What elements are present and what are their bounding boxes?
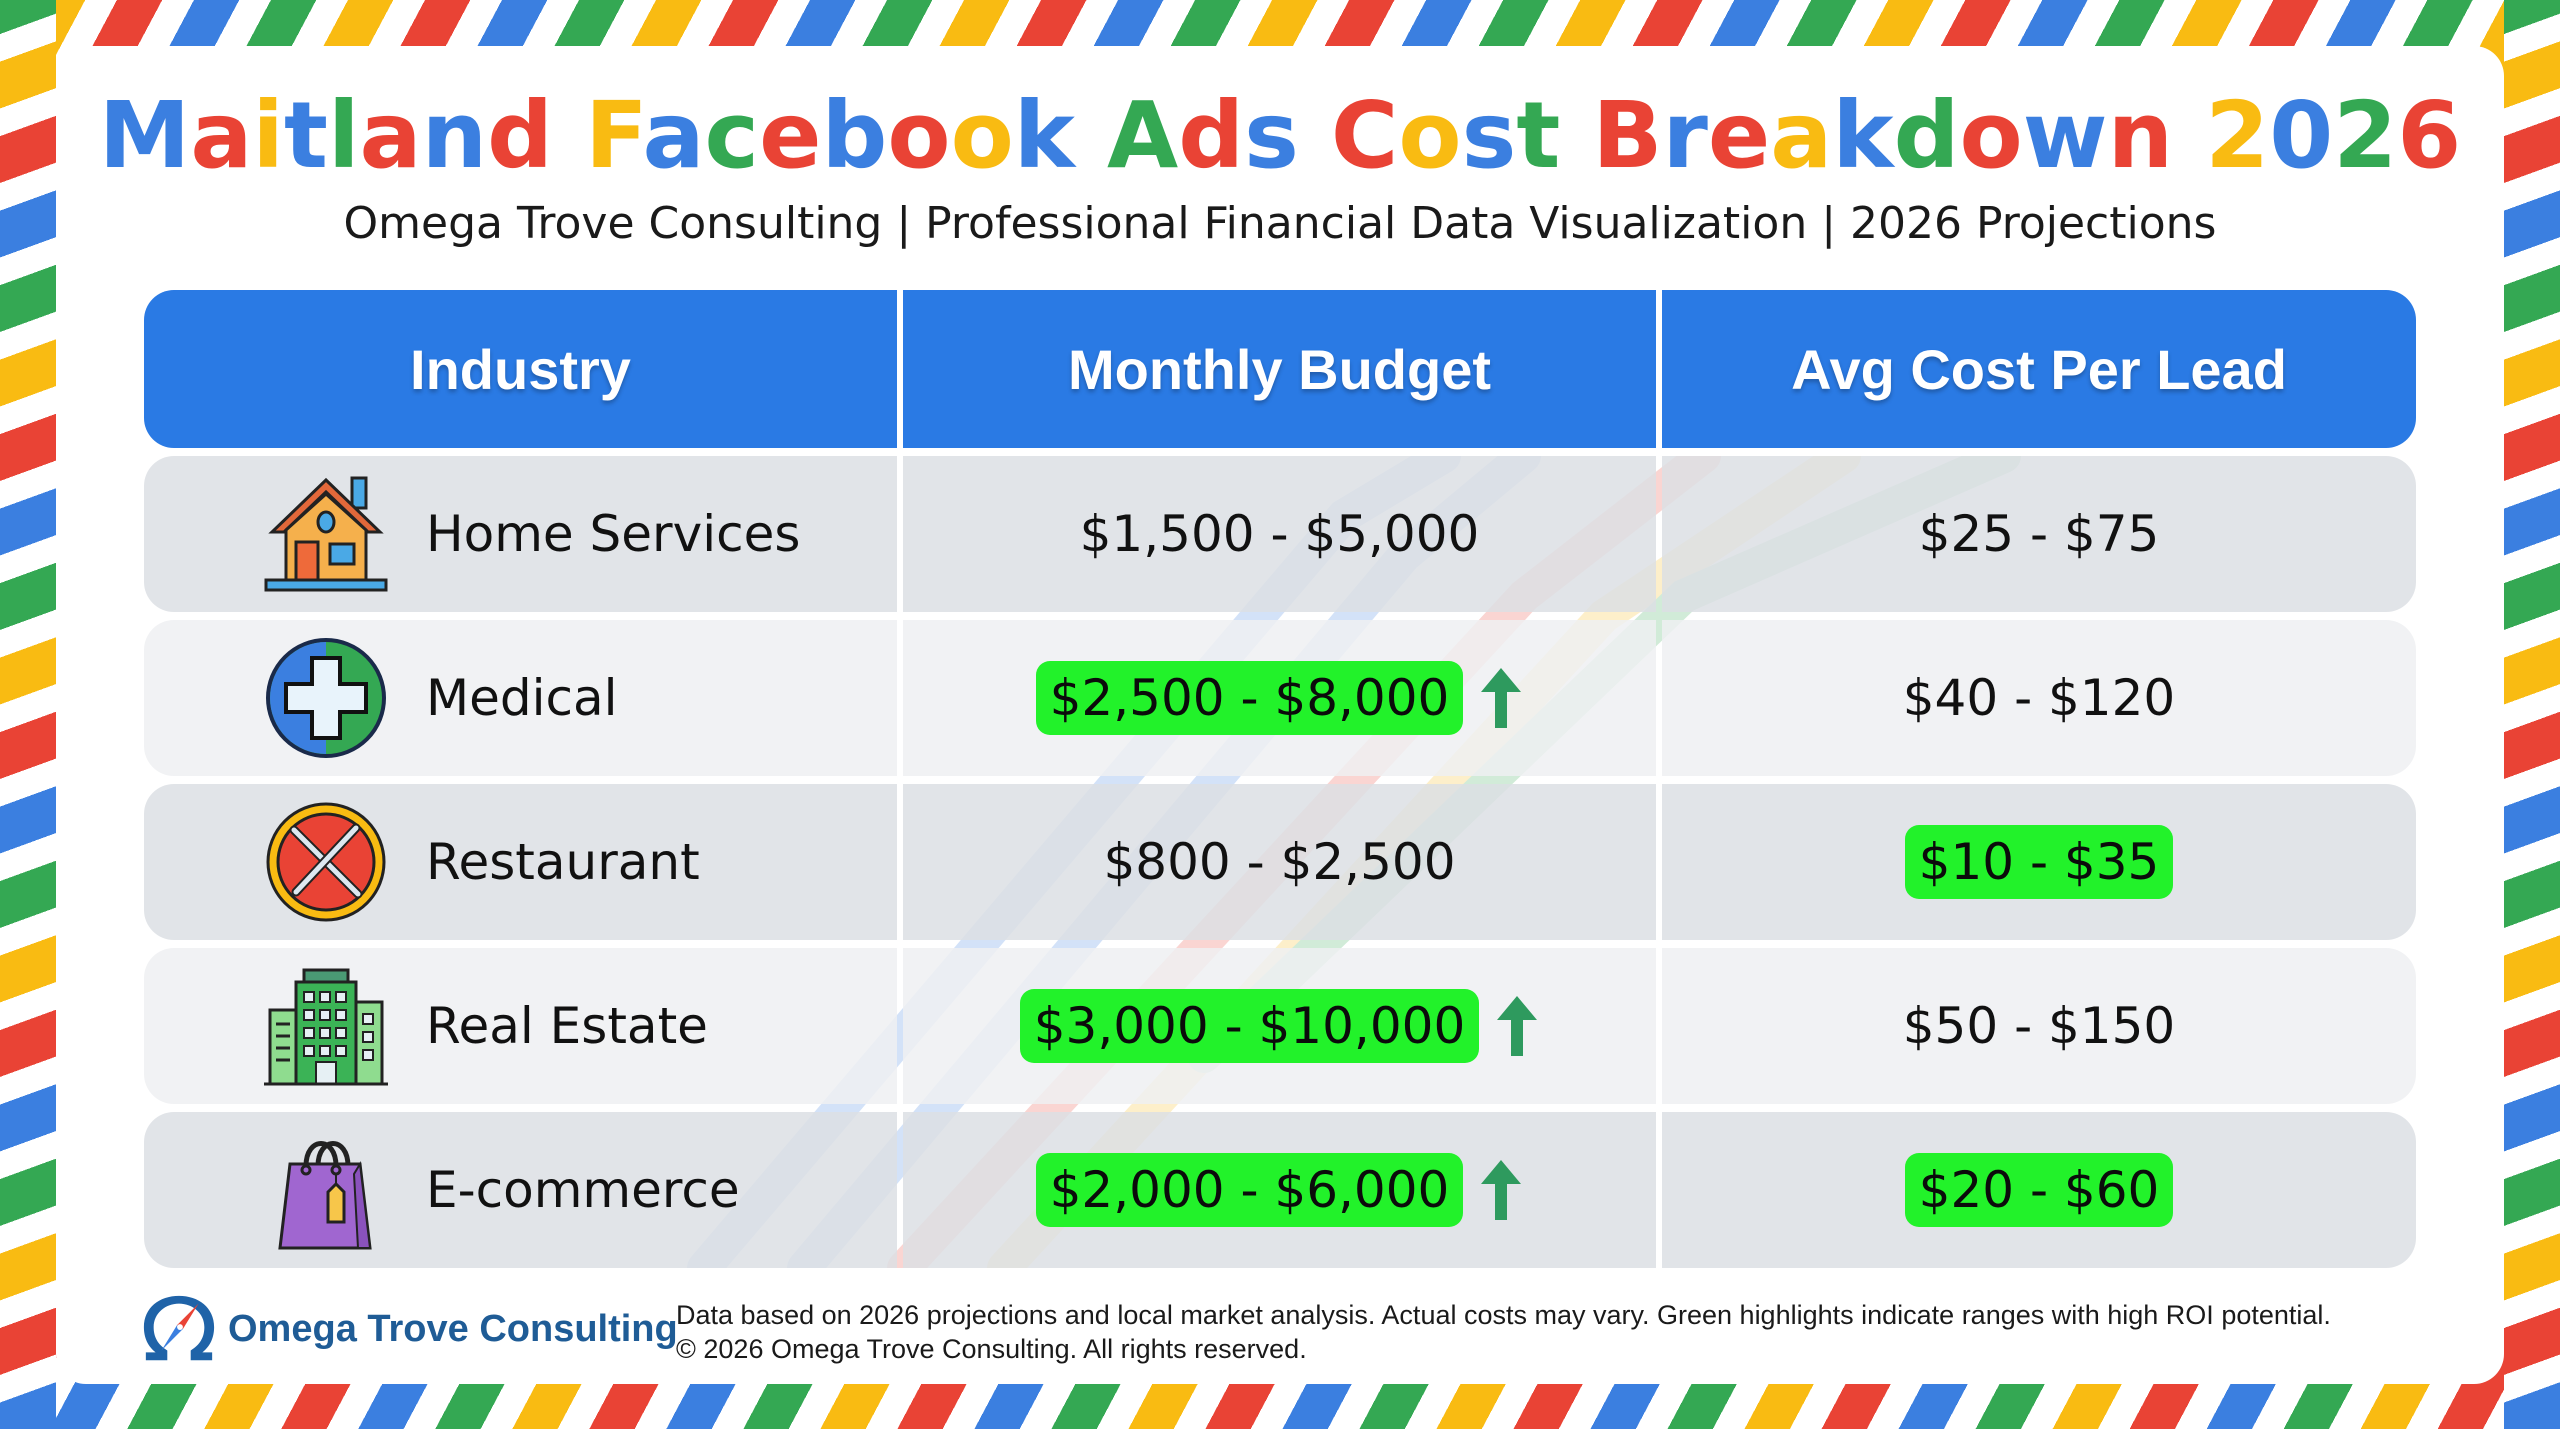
- airmail-border-left: [0, 0, 56, 1429]
- industry-cell: Medical: [144, 620, 897, 776]
- table-body: Home Services $1,500 - $5,000 $25 - $75 …: [144, 456, 2416, 1268]
- column-header-industry: Industry: [144, 290, 897, 448]
- page-title: Maitland Facebook Ads Cost Breakdown 202…: [98, 82, 2462, 189]
- monthly-budget-value: $800 - $2,500: [1103, 833, 1456, 891]
- cost-table: Industry Monthly Budget Avg Cost Per Lea…: [144, 290, 2416, 1276]
- cost-per-lead-cell: $25 - $75: [1662, 456, 2416, 612]
- industry-name: E-commerce: [426, 1161, 740, 1219]
- industry-name: Real Estate: [426, 997, 708, 1055]
- table-row: Restaurant $800 - $2,500 $10 - $35: [144, 784, 2416, 940]
- monthly-budget-cell: $1,500 - $5,000: [903, 456, 1656, 612]
- fork-knife-icon: [266, 802, 386, 922]
- monthly-budget-value-highlighted: $2,000 - $6,000: [1035, 1153, 1464, 1227]
- industry-name: Home Services: [426, 505, 801, 563]
- monthly-budget-cell: $3,000 - $10,000: [903, 948, 1656, 1104]
- cost-per-lead-value-highlighted: $20 - $60: [1904, 1153, 2174, 1227]
- table-row: Medical $2,500 - $8,000 $40 - $120: [144, 620, 2416, 776]
- trend-up-arrow-icon: [1497, 996, 1538, 1056]
- industry-name: Medical: [426, 669, 618, 727]
- table-row: Home Services $1,500 - $5,000 $25 - $75: [144, 456, 2416, 612]
- cost-per-lead-value: $50 - $150: [1902, 997, 2176, 1055]
- medical-cross-icon: [266, 638, 386, 758]
- airmail-border-right: [2504, 0, 2560, 1429]
- table-row: Real Estate $3,000 - $10,000 $50 - $150: [144, 948, 2416, 1104]
- monthly-budget-value-highlighted: $3,000 - $10,000: [1019, 989, 1480, 1063]
- monthly-budget-value-highlighted: $2,500 - $8,000: [1035, 661, 1464, 735]
- footnote-disclaimer: Data based on 2026 projections and local…: [676, 1300, 2331, 1330]
- page-subtitle: Omega Trove Consulting | Professional Fi…: [343, 198, 2217, 249]
- footnote-copyright: © 2026 Omega Trove Consulting. All right…: [676, 1334, 1307, 1364]
- industry-cell: Restaurant: [144, 784, 897, 940]
- trend-up-arrow-icon: [1481, 668, 1522, 728]
- company-name: Omega Trove Consulting: [228, 1307, 678, 1350]
- trend-up-arrow-icon: [1481, 1160, 1522, 1220]
- monthly-budget-cell: $2,500 - $8,000: [903, 620, 1656, 776]
- cost-per-lead-cell: $50 - $150: [1662, 948, 2416, 1104]
- footnote: Data based on 2026 projections and local…: [676, 1298, 2331, 1366]
- cost-per-lead-cell: $10 - $35: [1662, 784, 2416, 940]
- house-icon: [264, 476, 388, 592]
- industry-cell: Real Estate: [144, 948, 897, 1104]
- monthly-budget-cell: $800 - $2,500: [903, 784, 1656, 940]
- cost-per-lead-value: $25 - $75: [1918, 505, 2160, 563]
- cost-per-lead-value-highlighted: $10 - $35: [1904, 825, 2174, 899]
- table-header: Industry Monthly Budget Avg Cost Per Lea…: [144, 290, 2416, 448]
- cost-per-lead-cell: $40 - $120: [1662, 620, 2416, 776]
- building-icon: [264, 968, 388, 1086]
- monthly-budget-cell: $2,000 - $6,000: [903, 1112, 1656, 1268]
- industry-name: Restaurant: [426, 833, 700, 891]
- omega-compass-logo-icon: [143, 1295, 215, 1361]
- column-header-monthly-budget: Monthly Budget: [903, 290, 1656, 448]
- cost-per-lead-cell: $20 - $60: [1662, 1112, 2416, 1268]
- industry-cell: E-commerce: [144, 1112, 897, 1268]
- footer-logo: Omega Trove Consulting: [140, 1290, 678, 1368]
- cost-per-lead-value: $40 - $120: [1902, 669, 2176, 727]
- column-header-avg-cost-per-lead: Avg Cost Per Lead: [1662, 290, 2416, 448]
- shopping-bag-icon: [278, 1141, 372, 1250]
- industry-cell: Home Services: [144, 456, 897, 612]
- table-row: E-commerce $2,000 - $6,000 $20 - $60: [144, 1112, 2416, 1268]
- monthly-budget-value: $1,500 - $5,000: [1079, 505, 1480, 563]
